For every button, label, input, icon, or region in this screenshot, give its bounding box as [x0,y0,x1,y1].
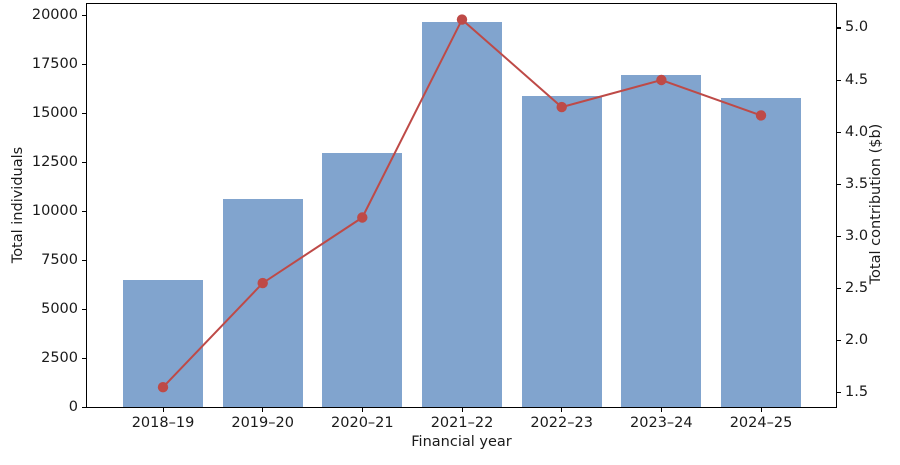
bar-2020-21 [322,152,403,407]
bar-2019-20 [222,198,303,407]
tick-mark [82,161,86,164]
yleft-label: 0 [68,398,78,415]
tick-mark [837,183,841,185]
x-axis-label: Financial year [411,434,512,450]
tick-mark [561,408,563,412]
tick-mark [837,235,841,237]
tick-mark [361,408,364,412]
yright-label: 3.5 [845,175,869,192]
tick-mark [262,408,264,412]
xtick-label: 2019–20 [231,415,294,431]
marker-2019-20 [257,277,268,289]
tick-mark [837,131,841,133]
tick-mark [760,408,762,412]
bar-2023-24 [621,75,702,407]
marker-2022-23 [556,101,567,113]
yleft-label: 5000 [41,300,78,317]
tick-mark [82,64,86,66]
yright-label: 4.0 [845,123,869,140]
marker-2018-19 [157,382,169,393]
line-series [157,14,767,393]
tick-mark [82,259,86,261]
xtick-label: 2022–23 [530,415,593,431]
tick-mark [837,391,841,394]
yleft-label: 7500 [41,251,78,268]
tick-mark [837,27,841,29]
left-axis-label: Total individuals [10,146,26,264]
yleft-label: 10000 [31,202,78,219]
yright-label: 2.5 [845,279,869,296]
yleft-label: 17500 [31,56,78,73]
tick-mark [82,113,86,115]
tick-mark [82,308,86,310]
tick-mark [837,79,841,81]
yleft-label: 2500 [41,349,78,366]
tick-mark [162,408,164,412]
xtick-label: 2024–25 [729,415,793,431]
bar-2024-25 [721,97,802,407]
tick-mark [82,357,86,359]
bar-2022-23 [521,95,602,407]
yright-label: 3.0 [845,227,869,244]
xtick-label: 2021–22 [430,415,494,431]
tick-mark [82,210,86,213]
xtick-label: 2018–19 [131,415,195,431]
yright-label: 5.0 [845,19,869,36]
yleft-label: 20000 [31,7,78,24]
yleft-label: 12500 [31,153,78,170]
right-axis-label: Total contribution ($b) [868,123,884,285]
marker-2021-22 [456,14,468,25]
tick-mark [837,287,841,289]
tick-mark [837,339,841,342]
yleft-label: 15000 [31,105,78,122]
marker-2023-24 [656,74,667,86]
xtick-label: 2020–21 [331,415,394,431]
marker-2020-21 [357,212,368,223]
yright-label: 1.5 [845,383,869,400]
tick-mark [461,408,463,412]
xtick-label: 2023–24 [630,415,693,431]
plot-area [86,3,837,408]
bar-2021-22 [422,21,502,407]
marker-2024-25 [755,110,767,121]
tick-mark [82,406,86,408]
tick-mark [82,15,86,17]
contribution-line [162,17,762,388]
yright-label: 4.5 [845,71,869,88]
yright-label: 2.0 [845,331,869,348]
tick-mark [660,408,663,412]
